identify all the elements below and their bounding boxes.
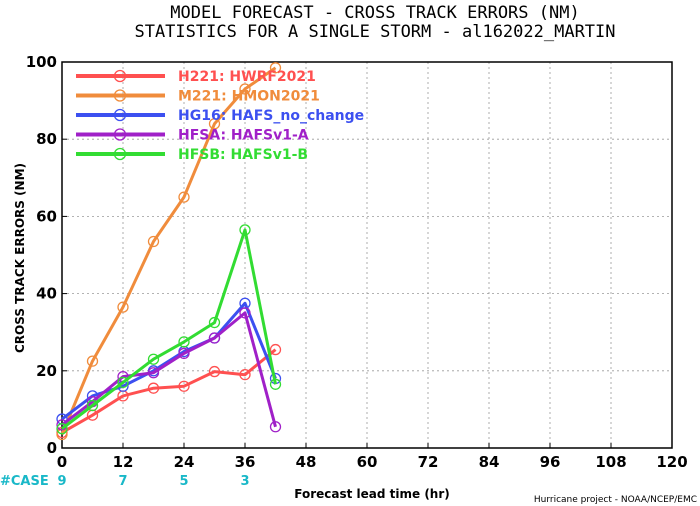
chart-subtitle: STATISTICS FOR A SINGLE STORM - al162022…	[134, 22, 615, 42]
data-point	[56, 423, 68, 435]
legend-label: HG16: HAFS_no_change	[178, 108, 364, 124]
data-point	[208, 332, 221, 344]
legend-swatch-marker	[113, 147, 127, 161]
data-point	[147, 382, 160, 394]
series-2	[56, 62, 282, 441]
data-point	[178, 347, 190, 360]
credit-text: Hurricane project - NOAA/NCEP/EMC	[534, 495, 697, 505]
series-layer	[56, 62, 282, 441]
y-axis-label: CROSS TRACK ERRORS (NM)	[13, 163, 27, 353]
x-tick-label: 120	[656, 453, 687, 471]
legend-entry: HFSA: HAFSv1-A	[76, 128, 309, 144]
x-tick-label: 12	[113, 453, 134, 471]
data-point	[269, 343, 282, 356]
x-axis-label: Forecast lead time (hr)	[294, 487, 450, 501]
data-point	[208, 365, 221, 378]
x-tick-label: 60	[357, 453, 378, 471]
data-point	[269, 378, 282, 390]
data-point	[117, 301, 129, 313]
data-point	[208, 118, 221, 130]
data-point	[178, 191, 190, 203]
legend-entry: M221: HMON2021	[76, 89, 320, 105]
legend-entry: HFSB: HAFSv1-B	[76, 147, 308, 163]
legend-swatch-marker	[113, 89, 127, 102]
legend-label: M221: HMON2021	[178, 89, 320, 105]
series-line	[61, 311, 277, 428]
plot-area-frame	[61, 61, 673, 449]
x-tick-label: 24	[174, 453, 195, 471]
y-axis-ticks: 0 20 40 60 80 100	[26, 53, 67, 457]
x-axis-ticks: 0 12 24 36 48 60 72 84 96 108 120	[57, 443, 688, 471]
y-tick-label: 0	[47, 439, 57, 457]
y-tick-label: 20	[36, 362, 57, 380]
data-point	[147, 367, 160, 379]
y-tick-label: 100	[26, 53, 57, 71]
case-count: 3	[240, 474, 249, 489]
data-point	[117, 376, 129, 389]
legend: H221: HWRF2021 M221: HMON2021 HG16: HAFS_n…	[76, 69, 364, 163]
legend-label: HFSA: HAFSv1-A	[178, 128, 309, 144]
data-point	[147, 353, 160, 365]
x-tick-label: 108	[595, 453, 626, 471]
grid-lines	[62, 62, 672, 448]
data-point	[269, 62, 282, 74]
data-point	[239, 307, 251, 319]
x-tick-label: 96	[540, 453, 561, 471]
series-5	[56, 224, 282, 435]
data-point	[147, 235, 160, 248]
legend-swatch-marker	[113, 128, 127, 141]
x-tick-label: 72	[418, 453, 439, 471]
data-point	[178, 336, 190, 348]
data-point	[239, 369, 251, 381]
y-tick-label: 60	[36, 207, 57, 225]
data-point	[86, 355, 99, 367]
legend-label: H221: HWRF2021	[178, 69, 316, 85]
x-tick-label: 48	[296, 453, 317, 471]
x-tick-label: 84	[479, 453, 500, 471]
series-line	[61, 228, 277, 430]
legend-swatch-marker	[113, 108, 127, 122]
chart-title: MODEL FORECAST - CROSS TRACK ERRORS (NM)	[170, 3, 579, 23]
x-tick-label: 0	[57, 453, 67, 471]
data-point	[208, 316, 221, 329]
legend-label: HFSB: HAFSv1-B	[178, 147, 308, 163]
data-point	[269, 421, 282, 433]
y-tick-label: 40	[36, 285, 57, 303]
case-count: 7	[118, 474, 127, 489]
legend-entry: HG16: HAFS_no_change	[76, 108, 364, 124]
case-count: 9	[57, 474, 66, 489]
series-line	[60, 66, 277, 436]
data-point	[239, 224, 251, 236]
case-counts: #CASE 9 7 5 3	[0, 474, 250, 489]
legend-entry: H221: HWRF2021	[76, 69, 316, 85]
x-tick-label: 36	[235, 453, 256, 471]
case-count: 5	[179, 474, 188, 489]
data-point	[86, 399, 99, 412]
data-point	[239, 83, 251, 95]
legend-swatch-marker	[113, 69, 127, 83]
data-point	[178, 380, 190, 392]
y-tick-label: 80	[36, 130, 57, 148]
case-label: #CASE	[0, 474, 49, 489]
